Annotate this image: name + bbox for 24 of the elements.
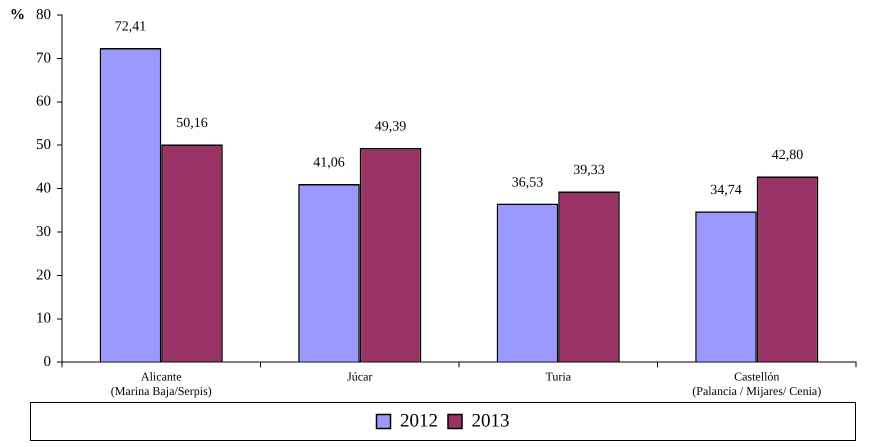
y-tick-label: 50 xyxy=(36,137,51,154)
data-label: 42,80 xyxy=(772,148,804,164)
data-label: 41,06 xyxy=(313,156,345,171)
data-label: 72,41 xyxy=(114,20,146,35)
y-axis-title: % xyxy=(10,6,25,23)
y-tick-label: 0 xyxy=(44,354,51,370)
data-label: 39,33 xyxy=(573,163,605,178)
x-tick-label: Turia xyxy=(545,370,572,384)
y-tick-label: 20 xyxy=(36,267,51,284)
x-tick-label: Alicante (Marina Baja/Serpis) xyxy=(110,370,212,398)
legend-label: 2012 xyxy=(400,410,438,432)
y-tick-label: 80 xyxy=(36,6,51,23)
y-tick-label: 60 xyxy=(36,94,51,110)
x-tick-label: Castellón (Palancia / Mijares/ Cenia) xyxy=(692,370,822,398)
y-tick-label: 40 xyxy=(36,180,51,197)
y-tick-label: 10 xyxy=(36,310,51,327)
x-tick-label: Júcar xyxy=(347,370,372,384)
y-tick-label: 70 xyxy=(36,50,51,66)
y-tick-label: 30 xyxy=(36,224,51,240)
legend-label: 2013 xyxy=(472,410,510,432)
data-label: 49,39 xyxy=(374,120,406,135)
data-label: 50,16 xyxy=(176,116,208,132)
data-label: 36,53 xyxy=(512,175,544,190)
data-label: 34,74 xyxy=(710,183,742,198)
